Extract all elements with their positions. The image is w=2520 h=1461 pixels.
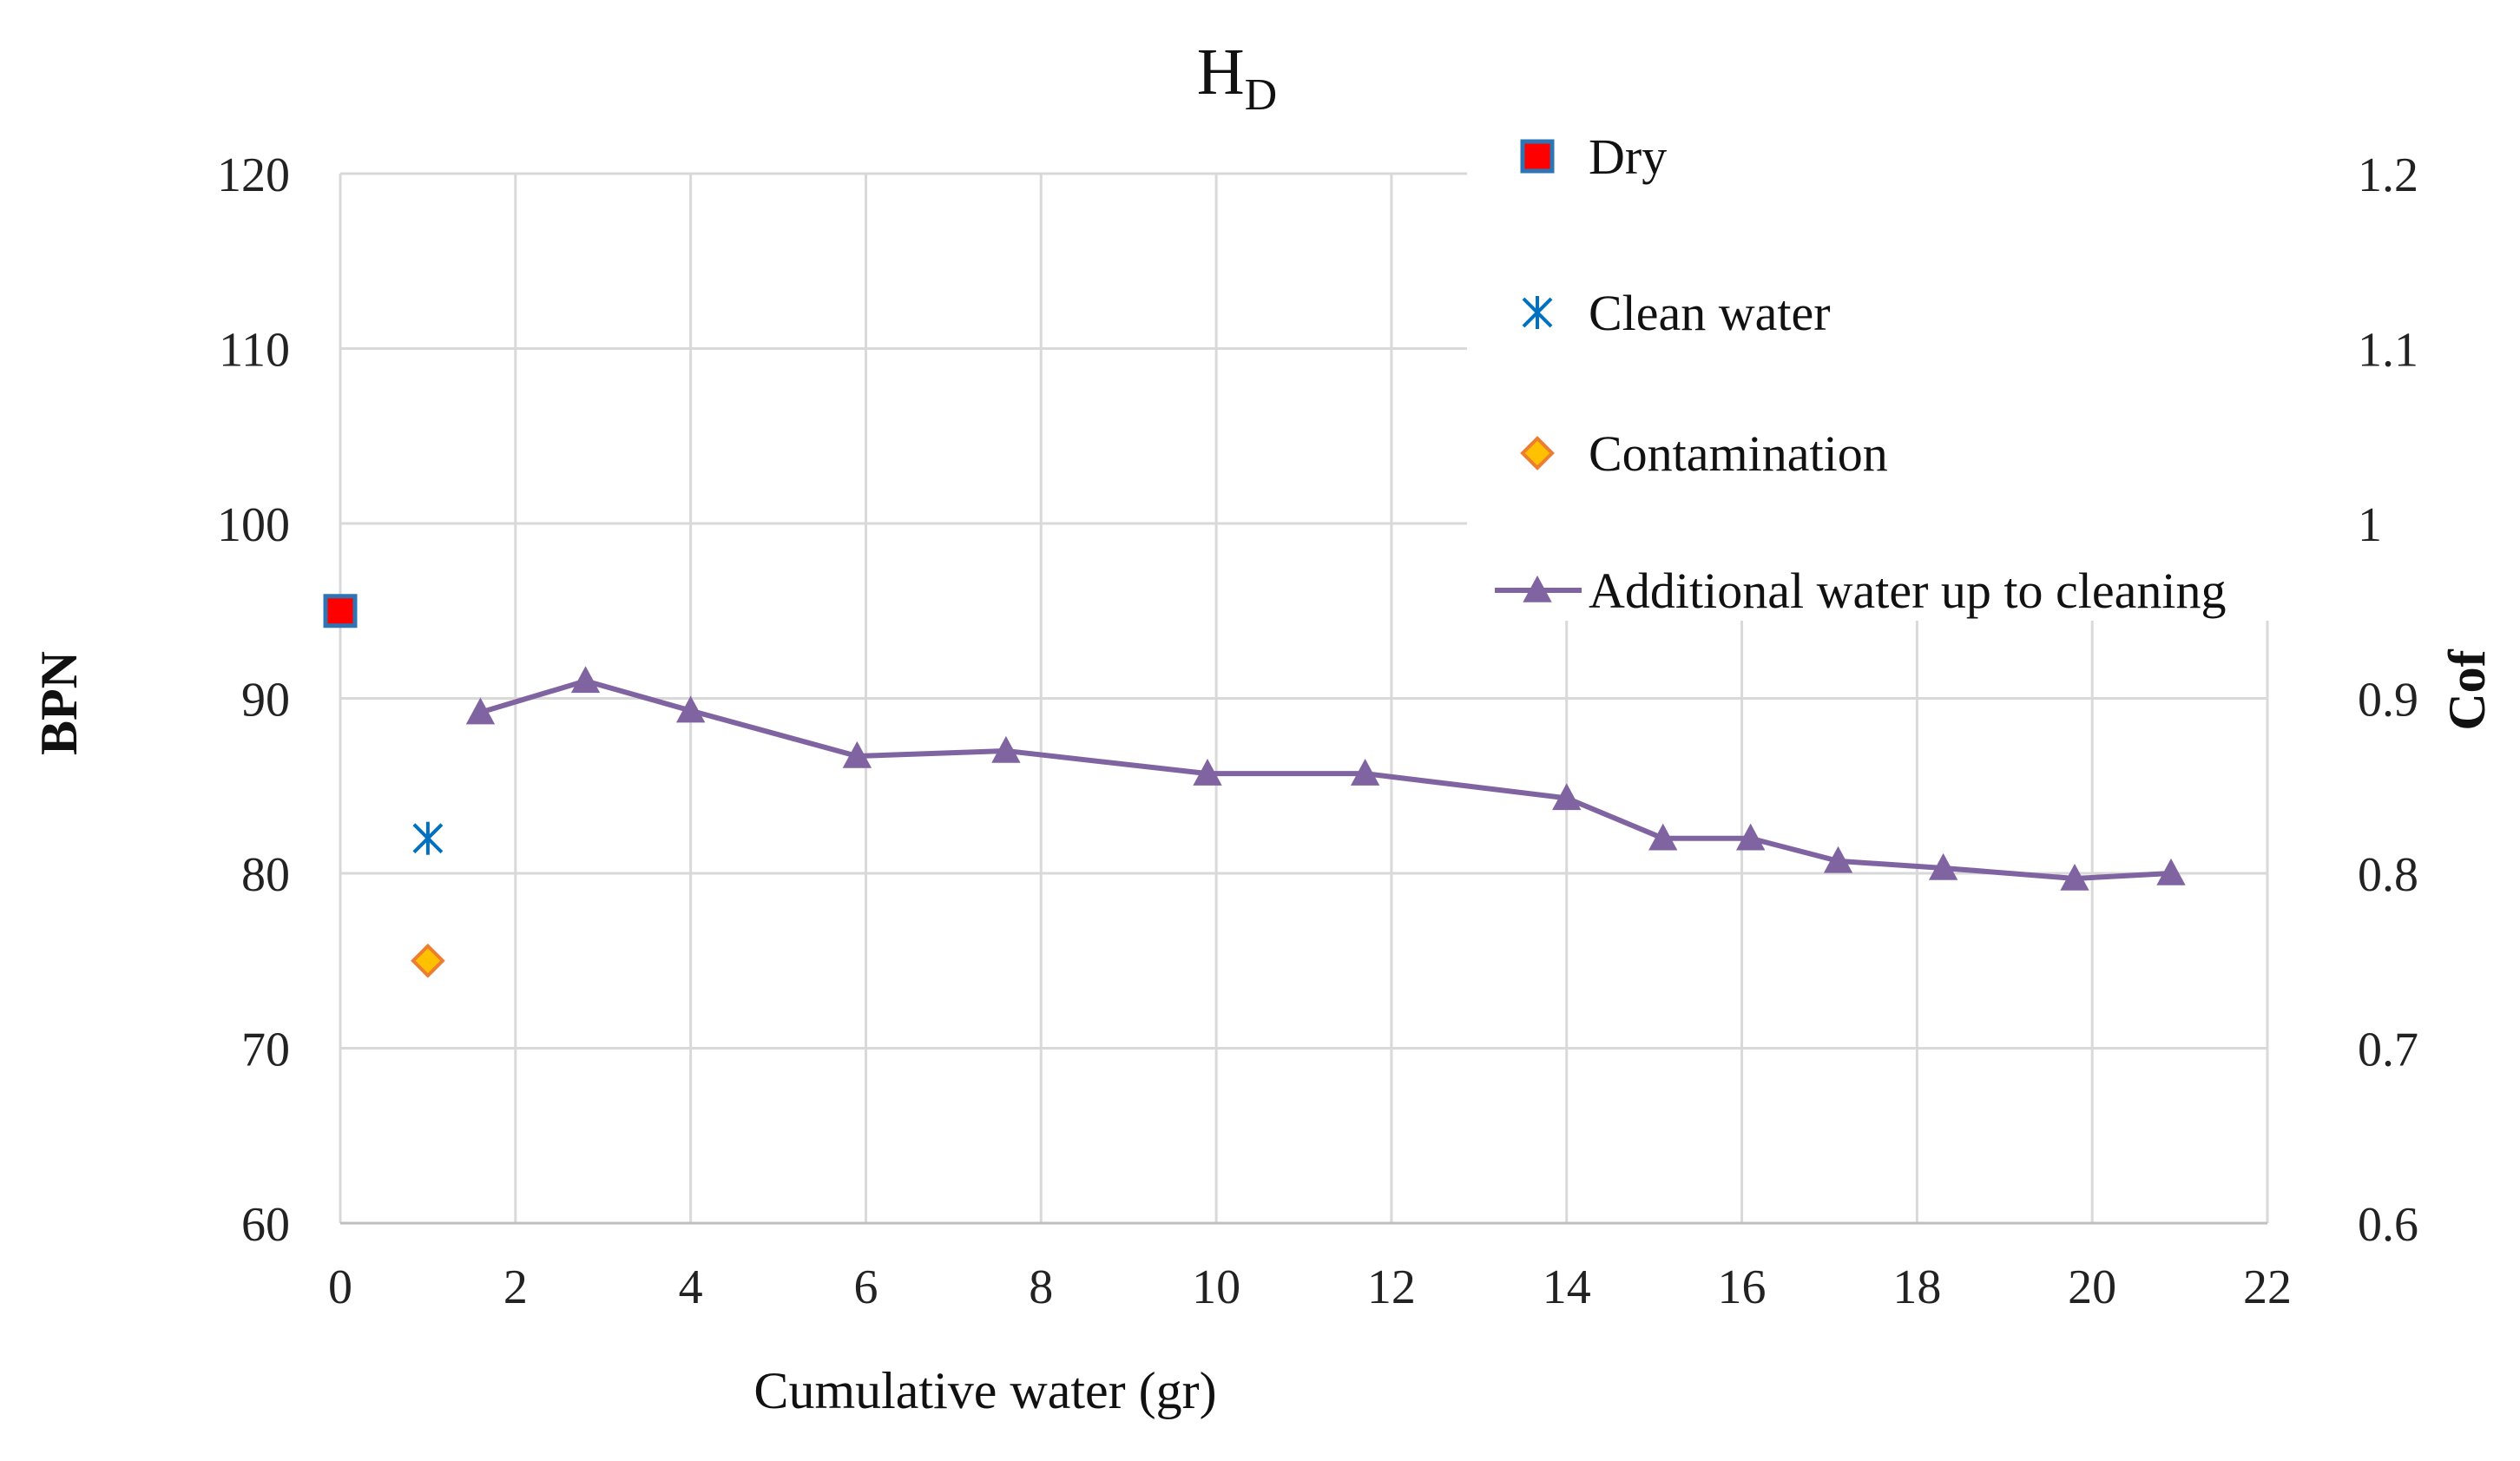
y-tick-label: 120	[217, 148, 290, 202]
x-axis-title: Cumulative water (gr)	[753, 1362, 1216, 1419]
x-tick-label: 10	[1192, 1260, 1240, 1314]
x-tick-label: 0	[328, 1260, 352, 1314]
data-point	[1552, 783, 1582, 811]
data-point	[2060, 863, 2089, 891]
square-marker-shape	[323, 594, 358, 628]
x-tick-label: 14	[1543, 1260, 1591, 1314]
y2-axis-title: Cof	[2438, 648, 2496, 730]
data-point	[465, 697, 496, 725]
triangle-marker-shape	[842, 740, 872, 768]
triangle-marker-shape	[465, 697, 496, 725]
triangle-marker-shape	[1928, 852, 1958, 880]
y-tick-label: 70	[241, 1023, 290, 1077]
y-tick-label: 110	[219, 324, 290, 378]
series-layer	[323, 594, 2186, 978]
chart-title-subscript: D	[1245, 70, 1278, 120]
legend-label: Contamination	[1589, 425, 1888, 482]
diamond-marker-shape	[1520, 436, 1555, 471]
legend-label: Clean water	[1589, 285, 1831, 341]
data-point	[323, 594, 358, 628]
triangle-marker-shape	[1648, 823, 1678, 851]
triangle-marker-shape	[675, 695, 706, 723]
data-point	[411, 943, 445, 978]
data-point	[1735, 823, 1766, 851]
data-point	[1648, 823, 1678, 851]
triangle-marker-shape	[570, 666, 601, 694]
square-marker-shape	[1520, 139, 1555, 174]
triangle-marker-shape	[1823, 846, 1853, 873]
data-point	[1350, 759, 1380, 786]
x-tick-label: 18	[1892, 1260, 1941, 1314]
y2-tick-label: 0.8	[2358, 848, 2418, 902]
legend-background	[1467, 95, 2300, 621]
x-tick-label: 8	[1029, 1260, 1053, 1314]
x-tick-label: 4	[679, 1260, 703, 1314]
x-tick-label: 22	[2243, 1260, 2292, 1314]
x-tick-label: 2	[503, 1260, 528, 1314]
data-point	[675, 695, 706, 723]
data-point	[412, 821, 444, 855]
chart-title-main: H	[1197, 36, 1245, 109]
triangle-marker-shape	[1193, 759, 1222, 786]
data-point	[2156, 858, 2186, 885]
y-tick-label: 60	[241, 1198, 290, 1252]
y2-tick-label: 1	[2358, 498, 2382, 552]
y2-tick-label: 0.9	[2358, 674, 2418, 727]
x-tick-label: 20	[2068, 1260, 2116, 1314]
triangle-marker-shape	[2060, 863, 2089, 891]
triangle-marker-shape	[1523, 575, 1552, 602]
triangle-marker-shape	[1735, 823, 1766, 851]
legend-marker	[1520, 436, 1555, 471]
chart-title: HD	[1197, 36, 1277, 120]
legend-marker	[1522, 296, 1553, 329]
triangle-marker-shape	[991, 735, 1021, 763]
legend: Dry Clean water Contamination Additional wa…	[1467, 95, 2300, 621]
triangle-marker-shape	[2156, 858, 2186, 885]
legend-label: Additional water up to cleaning	[1589, 563, 2226, 619]
x-tick-label: 12	[1367, 1260, 1416, 1314]
x-tick-label: 6	[853, 1260, 878, 1314]
legend-marker	[1520, 139, 1555, 174]
data-point	[570, 666, 601, 694]
data-point	[1193, 759, 1222, 786]
axes-layer: 0 2 4 6 8 10 12 14 16 18 20 22 60 70 80 90 100 110 120 0.6 0…	[217, 148, 2418, 1314]
triangle-marker-shape	[1552, 783, 1582, 811]
y2-tick-label: 0.6	[2358, 1198, 2418, 1252]
triangle-marker-shape	[1350, 759, 1380, 786]
legend-label: Dry	[1589, 128, 1667, 185]
y-tick-label: 90	[241, 674, 290, 727]
data-point	[1823, 846, 1853, 873]
diamond-marker-shape	[411, 943, 445, 978]
x-tick-label: 16	[1718, 1260, 1767, 1314]
legend-marker	[1523, 575, 1552, 602]
series-line-additional-water	[479, 678, 2172, 882]
data-point	[1928, 852, 1958, 880]
data-point	[991, 735, 1021, 763]
y2-tick-label: 1.1	[2358, 324, 2418, 378]
y2-tick-label: 1.2	[2358, 148, 2418, 202]
y-tick-label: 80	[241, 848, 290, 902]
y-axis-title: BPN	[30, 651, 88, 755]
y2-tick-label: 0.7	[2358, 1023, 2418, 1077]
y-tick-label: 100	[217, 498, 290, 552]
data-point	[842, 740, 872, 768]
